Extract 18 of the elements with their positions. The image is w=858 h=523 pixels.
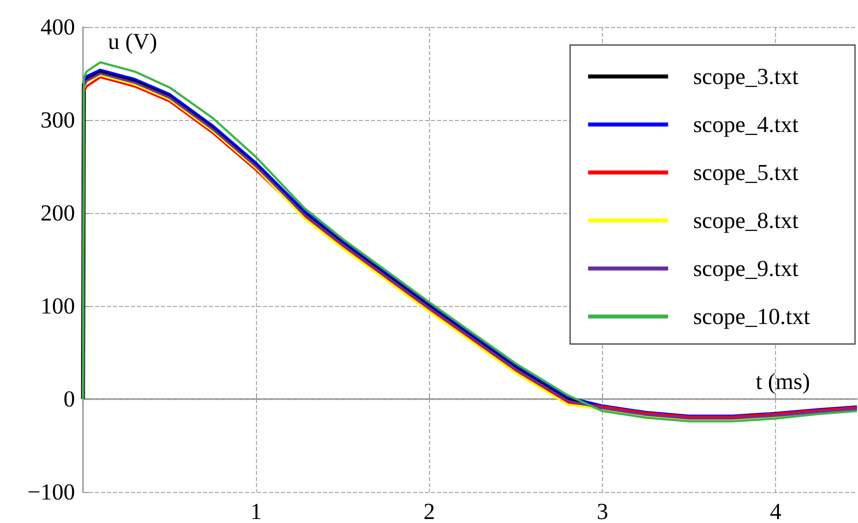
y-tick-label: −100 (28, 480, 75, 504)
legend-label: scope_5.txt (693, 160, 800, 185)
x-tick-label: 4 (770, 499, 782, 523)
legend-label: scope_8.txt (693, 208, 800, 233)
legend-label: scope_10.txt (693, 304, 811, 329)
legend-label: scope_9.txt (693, 256, 800, 281)
legend-label: scope_3.txt (693, 64, 800, 89)
y-tick-label: 400 (40, 14, 75, 40)
x-tick-label: 2 (424, 499, 436, 523)
y-tick-label: 0 (64, 386, 75, 412)
y-tick-label: 100 (40, 294, 75, 318)
legend-label: scope_4.txt (693, 112, 800, 137)
x-tick-label: 3 (596, 499, 608, 523)
x-tick-label: 1 (250, 499, 262, 523)
x-axis-title: t (ms) (756, 369, 810, 394)
y-tick-label: 200 (40, 200, 75, 226)
y-axis-title: u (V) (108, 29, 158, 54)
y-tick-label: 300 (40, 108, 75, 132)
